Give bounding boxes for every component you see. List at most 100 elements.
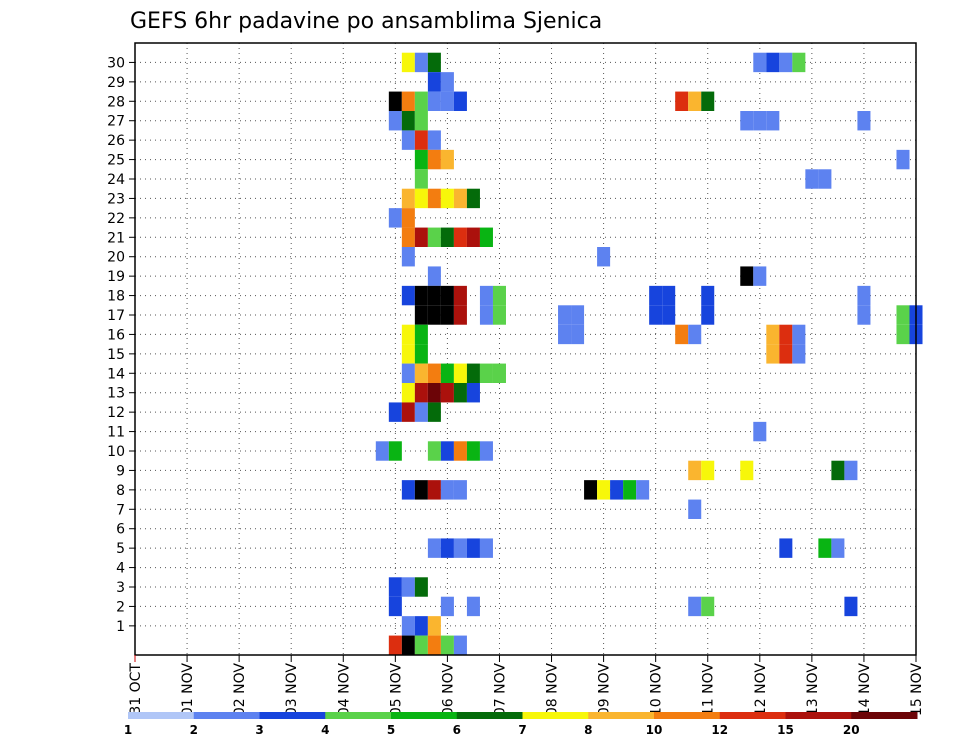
heatmap-cell <box>388 596 402 617</box>
heatmap-cell <box>818 538 832 558</box>
heatmap-cell <box>792 344 806 364</box>
x-tick-label: 07 NOV <box>492 663 508 717</box>
heatmap-cell <box>857 305 871 325</box>
heatmap-cell <box>401 52 415 73</box>
heatmap-cell <box>492 363 506 383</box>
y-axis: 1234567891011121314151617181920212223242… <box>107 55 135 635</box>
heatmap-cell <box>792 324 806 345</box>
heatmap-cell <box>453 538 467 558</box>
legend-label: 6 <box>453 723 461 737</box>
heatmap-cell <box>649 305 663 325</box>
heatmap-cell <box>401 111 415 131</box>
x-tick-label: 06 NOV <box>440 663 456 717</box>
heatmap-cell <box>440 596 454 617</box>
heatmap-cell <box>401 480 415 500</box>
legend-swatch <box>259 712 326 719</box>
heatmap-cell <box>414 363 428 383</box>
heatmap-cell <box>753 266 767 286</box>
heatmap-cell <box>753 421 767 442</box>
x-tick-label: 08 NOV <box>545 663 561 717</box>
heatmap-cell <box>427 305 441 325</box>
legend-swatch <box>391 712 458 719</box>
heatmap-cell <box>427 635 441 655</box>
heatmap-cell <box>427 538 441 558</box>
heatmap-cell <box>453 91 467 111</box>
x-tick-label: 03 NOV <box>284 663 300 717</box>
heatmap-cell <box>414 188 428 209</box>
heatmap-cell <box>479 538 493 558</box>
heatmap-cell <box>427 149 441 170</box>
heatmap-cell <box>388 635 402 655</box>
heatmap-cell <box>414 52 428 73</box>
y-tick-label: 26 <box>107 133 125 149</box>
heatmap-cell <box>401 635 415 655</box>
y-tick-label: 21 <box>107 230 125 246</box>
heatmap-cell <box>740 460 754 481</box>
heatmap-cell <box>440 149 454 170</box>
heatmap-cell <box>597 247 611 267</box>
heatmap-cell <box>401 247 415 267</box>
heatmap-cell <box>740 266 754 286</box>
heatmap-cell <box>766 111 780 131</box>
x-tick-label: 11 NOV <box>701 663 717 717</box>
heatmap-cell <box>440 305 454 325</box>
color-legend: 1 2 3 4 5 6 7 8 10 12 15 20 <box>124 712 918 737</box>
heatmap-cell <box>440 441 454 461</box>
y-tick-label: 25 <box>107 153 125 169</box>
heatmap-cell <box>896 305 910 325</box>
heatmap-cell <box>414 91 428 111</box>
heatmap-cell <box>440 383 454 403</box>
heatmap-cell <box>427 188 441 209</box>
legend-label: 8 <box>584 723 592 737</box>
heatmap-cell <box>401 402 415 422</box>
heatmap-cell <box>401 363 415 383</box>
heatmap-cell <box>466 538 480 558</box>
heatmap-cell <box>414 285 428 306</box>
heatmap-cell <box>427 52 441 73</box>
heatmap-cell <box>675 91 689 111</box>
heatmap-cell <box>466 188 480 209</box>
heatmap-cell <box>571 324 585 345</box>
legend-label: 1 <box>124 723 132 737</box>
x-tick-label: 04 NOV <box>336 663 352 717</box>
heatmap-cell <box>688 91 702 111</box>
heatmap-cell <box>662 305 676 325</box>
heatmap-cell <box>414 130 428 150</box>
y-tick-label: 2 <box>116 599 125 615</box>
heatmap-cell <box>623 480 637 500</box>
heatmap-cell <box>427 616 441 636</box>
heatmap-cell <box>857 111 871 131</box>
heatmap-cell <box>388 441 402 461</box>
y-tick-label: 8 <box>116 483 125 499</box>
heatmap-cell <box>427 402 441 422</box>
heatmap-cell <box>427 72 441 92</box>
legend-swatch <box>588 712 655 719</box>
heatmap-cell <box>857 285 871 306</box>
heatmap-cell <box>440 188 454 209</box>
x-tick-label: 09 NOV <box>597 663 613 717</box>
x-tick-label: 05 NOV <box>388 663 404 717</box>
legend-swatch <box>851 712 918 719</box>
y-tick-label: 1 <box>116 619 125 635</box>
legend-swatch <box>654 712 721 719</box>
heatmap-cell <box>479 305 493 325</box>
heatmap-cell <box>401 383 415 403</box>
heatmap-cell <box>688 324 702 345</box>
heatmap-cell <box>753 52 767 73</box>
heatmap-cell <box>388 208 402 228</box>
legend-label: 15 <box>777 723 794 737</box>
heatmap-cell <box>479 227 493 247</box>
heatmap-cell <box>688 460 702 481</box>
x-tick-label: 12 NOV <box>753 663 769 717</box>
heatmap-cell <box>453 441 467 461</box>
y-tick-label: 22 <box>107 211 125 227</box>
heatmap-cell <box>558 305 572 325</box>
heatmap-cell <box>401 324 415 345</box>
heatmap-cell <box>401 208 415 228</box>
legend-swatch <box>128 712 195 719</box>
heatmap-cell <box>453 285 467 306</box>
heatmap-cell <box>584 480 598 500</box>
y-tick-label: 20 <box>107 250 125 266</box>
y-tick-label: 19 <box>107 269 125 285</box>
heatmap-cell <box>388 111 402 131</box>
